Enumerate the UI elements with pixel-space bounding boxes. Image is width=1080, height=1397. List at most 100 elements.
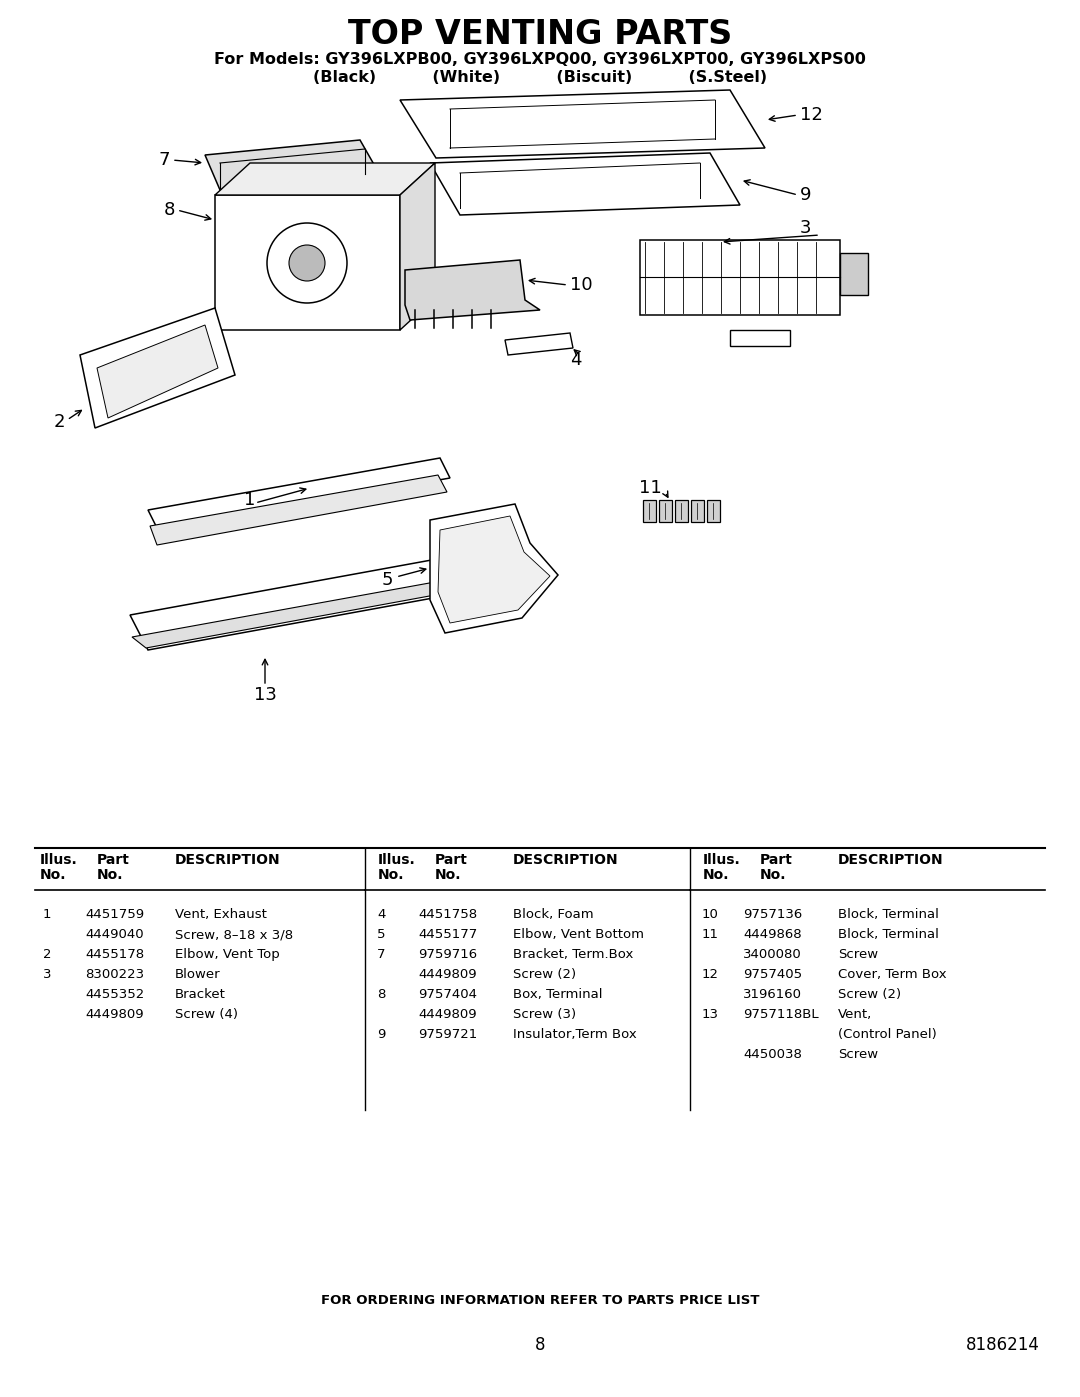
Text: No.: No.	[435, 868, 461, 882]
Text: Elbow, Vent Top: Elbow, Vent Top	[175, 949, 280, 961]
Text: 11: 11	[702, 928, 719, 942]
Text: Part: Part	[97, 854, 130, 868]
Text: 4455177: 4455177	[418, 928, 477, 942]
Text: 7: 7	[377, 949, 386, 961]
Text: 5: 5	[381, 571, 393, 590]
Text: 4455352: 4455352	[85, 988, 145, 1002]
Bar	[659, 500, 672, 522]
Text: 5: 5	[377, 928, 386, 942]
Text: 2: 2	[43, 949, 52, 961]
Text: No.: No.	[40, 868, 67, 882]
Text: Part: Part	[435, 854, 468, 868]
Text: 8: 8	[535, 1336, 545, 1354]
Text: 12: 12	[800, 106, 823, 124]
Polygon shape	[400, 163, 435, 330]
Text: Vent, Exhaust: Vent, Exhaust	[175, 908, 267, 921]
Text: Screw (3): Screw (3)	[513, 1009, 576, 1021]
Polygon shape	[150, 475, 447, 545]
Polygon shape	[132, 576, 484, 648]
Text: 12: 12	[702, 968, 719, 981]
Text: Screw: Screw	[838, 949, 878, 961]
Text: Part: Part	[760, 854, 793, 868]
Text: 3196160: 3196160	[743, 988, 802, 1002]
Text: Screw (4): Screw (4)	[175, 1009, 238, 1021]
Text: No.: No.	[378, 868, 405, 882]
Bar	[640, 240, 840, 314]
Text: Blower: Blower	[175, 968, 220, 981]
Text: Block, Terminal: Block, Terminal	[838, 908, 939, 921]
Text: 13: 13	[254, 686, 276, 704]
Text: 4: 4	[570, 351, 581, 369]
Polygon shape	[148, 458, 450, 529]
Text: Insulator,Term Box: Insulator,Term Box	[513, 1028, 637, 1041]
Polygon shape	[80, 307, 235, 427]
Text: 4450038: 4450038	[743, 1048, 801, 1060]
Bar	[730, 330, 789, 346]
Text: DESCRIPTION: DESCRIPTION	[513, 854, 619, 868]
Text: FOR ORDERING INFORMATION REFER TO PARTS PRICE LIST: FOR ORDERING INFORMATION REFER TO PARTS …	[321, 1294, 759, 1306]
Text: 4: 4	[377, 908, 386, 921]
Text: 9: 9	[800, 186, 811, 204]
Text: 8: 8	[164, 201, 175, 219]
Text: 11: 11	[638, 479, 661, 497]
Polygon shape	[505, 332, 573, 355]
Bar	[707, 500, 720, 522]
Text: No.: No.	[760, 868, 786, 882]
Circle shape	[267, 224, 347, 303]
Circle shape	[289, 244, 325, 281]
Text: Illus.: Illus.	[703, 854, 741, 868]
Text: Box, Terminal: Box, Terminal	[513, 988, 603, 1002]
Bar	[215, 196, 400, 330]
Text: TOP VENTING PARTS: TOP VENTING PARTS	[348, 18, 732, 52]
Text: Illus.: Illus.	[378, 854, 416, 868]
Polygon shape	[97, 326, 218, 418]
Bar	[643, 500, 656, 522]
Text: Screw: Screw	[838, 1048, 878, 1060]
Bar	[675, 500, 688, 522]
Text: 3: 3	[800, 219, 811, 237]
Text: 4455178: 4455178	[85, 949, 144, 961]
Text: 1: 1	[244, 490, 256, 509]
Text: (Control Panel): (Control Panel)	[838, 1028, 936, 1041]
Text: Block, Foam: Block, Foam	[513, 908, 594, 921]
Polygon shape	[430, 504, 558, 633]
Text: 9757136: 9757136	[743, 908, 802, 921]
Text: 10: 10	[570, 277, 593, 293]
Polygon shape	[215, 163, 435, 196]
Text: 13: 13	[702, 1009, 719, 1021]
Text: 8: 8	[377, 988, 386, 1002]
Text: 2: 2	[54, 414, 65, 432]
Text: Screw (2): Screw (2)	[513, 968, 576, 981]
Text: 9757404: 9757404	[418, 988, 477, 1002]
Text: Bracket: Bracket	[175, 988, 226, 1002]
Text: 9759716: 9759716	[418, 949, 477, 961]
Text: Elbow, Vent Bottom: Elbow, Vent Bottom	[513, 928, 644, 942]
Bar	[840, 253, 868, 295]
Text: 4449868: 4449868	[743, 928, 801, 942]
Text: Illus.: Illus.	[40, 854, 78, 868]
Text: Screw, 8–18 x 3/8: Screw, 8–18 x 3/8	[175, 928, 293, 942]
Text: 9: 9	[377, 1028, 386, 1041]
Text: Screw (2): Screw (2)	[838, 988, 901, 1002]
Text: 4449040: 4449040	[85, 928, 144, 942]
Text: Bracket, Term.Box: Bracket, Term.Box	[513, 949, 633, 961]
Text: 4449809: 4449809	[418, 1009, 476, 1021]
Polygon shape	[130, 553, 488, 650]
Polygon shape	[400, 89, 765, 158]
Polygon shape	[405, 260, 540, 320]
Text: 3400080: 3400080	[743, 949, 801, 961]
Text: 9757118BL: 9757118BL	[743, 1009, 819, 1021]
Text: 8186214: 8186214	[967, 1336, 1040, 1354]
Text: 1: 1	[43, 908, 52, 921]
Text: 4451758: 4451758	[418, 908, 477, 921]
Bar	[691, 500, 704, 522]
Text: (Black)          (White)          (Biscuit)          (S.Steel): (Black) (White) (Biscuit) (S.Steel)	[313, 70, 767, 85]
Text: DESCRIPTION: DESCRIPTION	[838, 854, 944, 868]
Polygon shape	[430, 154, 740, 215]
Text: No.: No.	[97, 868, 123, 882]
Text: 4451759: 4451759	[85, 908, 144, 921]
Text: 4449809: 4449809	[85, 1009, 144, 1021]
Text: No.: No.	[703, 868, 729, 882]
Text: 4449809: 4449809	[418, 968, 476, 981]
Text: 9757405: 9757405	[743, 968, 802, 981]
